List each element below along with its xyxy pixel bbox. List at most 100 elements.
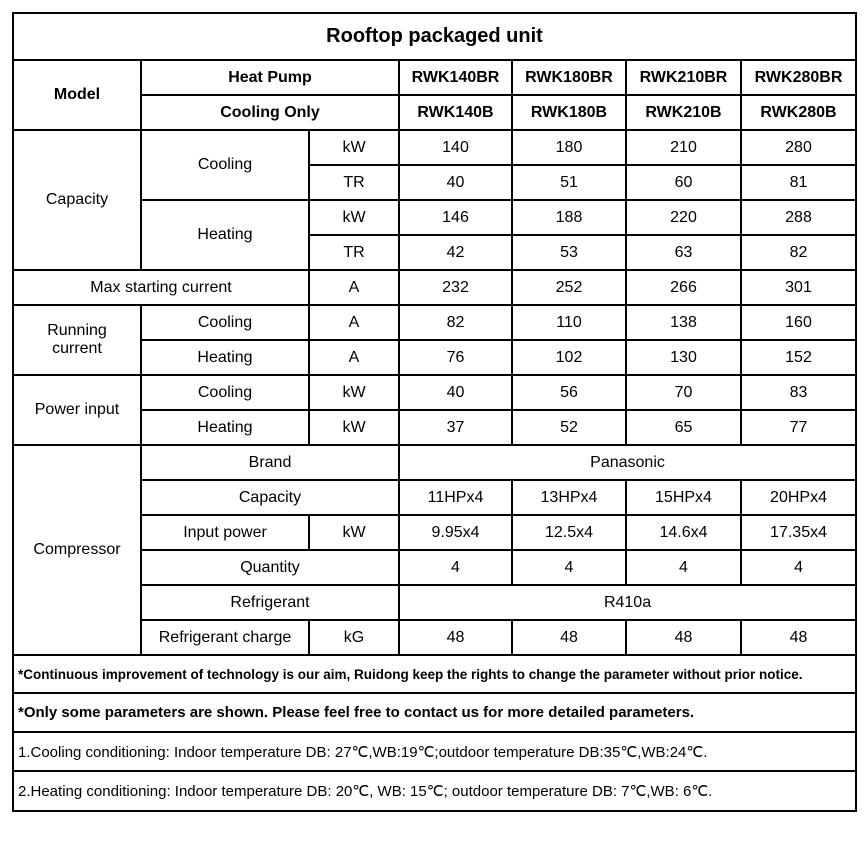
value-cell: Panasonic [397, 444, 858, 481]
power-input-label: Power input [12, 374, 142, 446]
value-cell: 4 [625, 549, 742, 586]
unit-cell: kW [308, 374, 400, 411]
value-cell: 65 [625, 409, 742, 446]
value-cell: 12.5x4 [511, 514, 627, 551]
value-cell: R410a [397, 584, 858, 621]
value-cell: 83 [739, 374, 858, 411]
running-current-label: Running current [12, 304, 142, 376]
table-row: Heating kW 146 188 220 288 [13, 199, 858, 271]
value-cell: 52 [511, 409, 627, 446]
unit-cell: kW [308, 129, 400, 166]
heat-pump-label: Heat Pump [140, 59, 400, 96]
value-cell: 4 [739, 549, 858, 586]
table-row: Running current Cooling A 82 110 138 160 [12, 304, 858, 376]
value-cell: 280 [739, 129, 858, 166]
row-label: Capacity [140, 479, 400, 516]
table-row: Max starting current A 232 252 266 301 [12, 269, 858, 306]
note-heating-conditions: 2.Heating conditioning: Indoor temperatu… [11, 770, 858, 812]
unit-cell: kW [308, 514, 400, 551]
value-cell: 11HPx4 [398, 479, 513, 516]
row-label: Cooling [140, 304, 310, 341]
value-cell: 48 [739, 619, 858, 656]
value-cell: 152 [739, 339, 858, 376]
value-cell: 17.35x4 [739, 514, 858, 551]
table-row: TR 42 53 63 82 [13, 234, 858, 271]
row-label: Brand [140, 444, 400, 481]
value-cell: 48 [511, 619, 627, 656]
model-cell: RWK140B [398, 94, 513, 131]
model-cell: RWK280B [739, 94, 858, 131]
table-row: Power input Cooling kW 40 56 70 83 [12, 374, 858, 446]
table-title: Rooftop packaged unit [11, 12, 858, 61]
value-cell: 160 [739, 304, 858, 341]
table-row: Heating kW 37 52 65 77 [13, 409, 858, 446]
compressor-label: Compressor [12, 444, 142, 656]
value-cell: 301 [739, 269, 858, 306]
value-cell: 266 [625, 269, 742, 306]
value-cell: 70 [625, 374, 742, 411]
value-cell: 48 [625, 619, 742, 656]
table-row: Quantity 4 4 4 4 [13, 549, 858, 586]
value-cell: 252 [511, 269, 627, 306]
value-cell: 138 [625, 304, 742, 341]
value-cell: 48 [398, 619, 513, 656]
unit-cell: kG [308, 619, 400, 656]
note-disclaimer: *Continuous improvement of technology is… [11, 654, 858, 694]
value-cell: 188 [511, 199, 627, 236]
table-row: TR 40 51 60 81 [13, 164, 858, 201]
value-cell: 42 [398, 234, 513, 271]
table-row: Refrigerant R410a [13, 584, 858, 621]
table-row: Cooling Only RWK140B RWK180B RWK210B RWK… [13, 94, 858, 131]
value-cell: 15HPx4 [625, 479, 742, 516]
row-label: Refrigerant [140, 584, 400, 621]
value-cell: 37 [398, 409, 513, 446]
model-cell: RWK180B [511, 94, 627, 131]
value-cell: 63 [625, 234, 742, 271]
unit-cell: A [308, 304, 400, 341]
row-label: Refrigerant charge [140, 619, 310, 656]
row-label: Heating [140, 339, 310, 376]
model-cell: RWK210BR [625, 59, 742, 96]
value-cell: 4 [398, 549, 513, 586]
unit-cell: TR [308, 164, 400, 201]
model-cell: RWK180BR [511, 59, 627, 96]
unit-cell: kW [308, 409, 400, 446]
value-cell: 130 [625, 339, 742, 376]
value-cell: 13HPx4 [511, 479, 627, 516]
value-cell: 20HPx4 [739, 479, 858, 516]
row-label: Input power [140, 514, 310, 551]
row-label: Heating [140, 409, 310, 446]
capacity-heating-label: Heating [140, 199, 310, 271]
model-cell: RWK210B [625, 94, 742, 131]
unit-cell: kW [308, 199, 400, 236]
note-contact: *Only some parameters are shown. Please … [11, 692, 858, 733]
value-cell: 56 [511, 374, 627, 411]
value-cell: 140 [398, 129, 513, 166]
value-cell: 76 [398, 339, 513, 376]
unit-cell: TR [308, 234, 400, 271]
max-starting-current-label: Max starting current [12, 269, 310, 306]
table-row: Model Heat Pump RWK140BR RWK180BR RWK210… [12, 59, 858, 131]
model-cell: RWK280BR [739, 59, 858, 96]
table-row: Compressor Brand Panasonic [12, 444, 858, 656]
value-cell: 81 [739, 164, 858, 201]
value-cell: 4 [511, 549, 627, 586]
value-cell: 40 [398, 164, 513, 201]
value-cell: 40 [398, 374, 513, 411]
model-label: Model [12, 59, 142, 131]
cooling-only-label: Cooling Only [140, 94, 400, 131]
note-cooling-conditions: 1.Cooling conditioning: Indoor temperatu… [11, 731, 858, 772]
capacity-cooling-label: Cooling [140, 129, 310, 201]
value-cell: 53 [511, 234, 627, 271]
row-label: Cooling [140, 374, 310, 411]
value-cell: 210 [625, 129, 742, 166]
table-row: Capacity 11HPx4 13HPx4 15HPx4 20HPx4 [13, 479, 858, 516]
value-cell: 180 [511, 129, 627, 166]
value-cell: 110 [511, 304, 627, 341]
row-label: Quantity [140, 549, 400, 586]
unit-cell: A [308, 269, 400, 306]
value-cell: 60 [625, 164, 742, 201]
value-cell: 288 [739, 199, 858, 236]
value-cell: 232 [398, 269, 513, 306]
value-cell: 9.95x4 [398, 514, 513, 551]
